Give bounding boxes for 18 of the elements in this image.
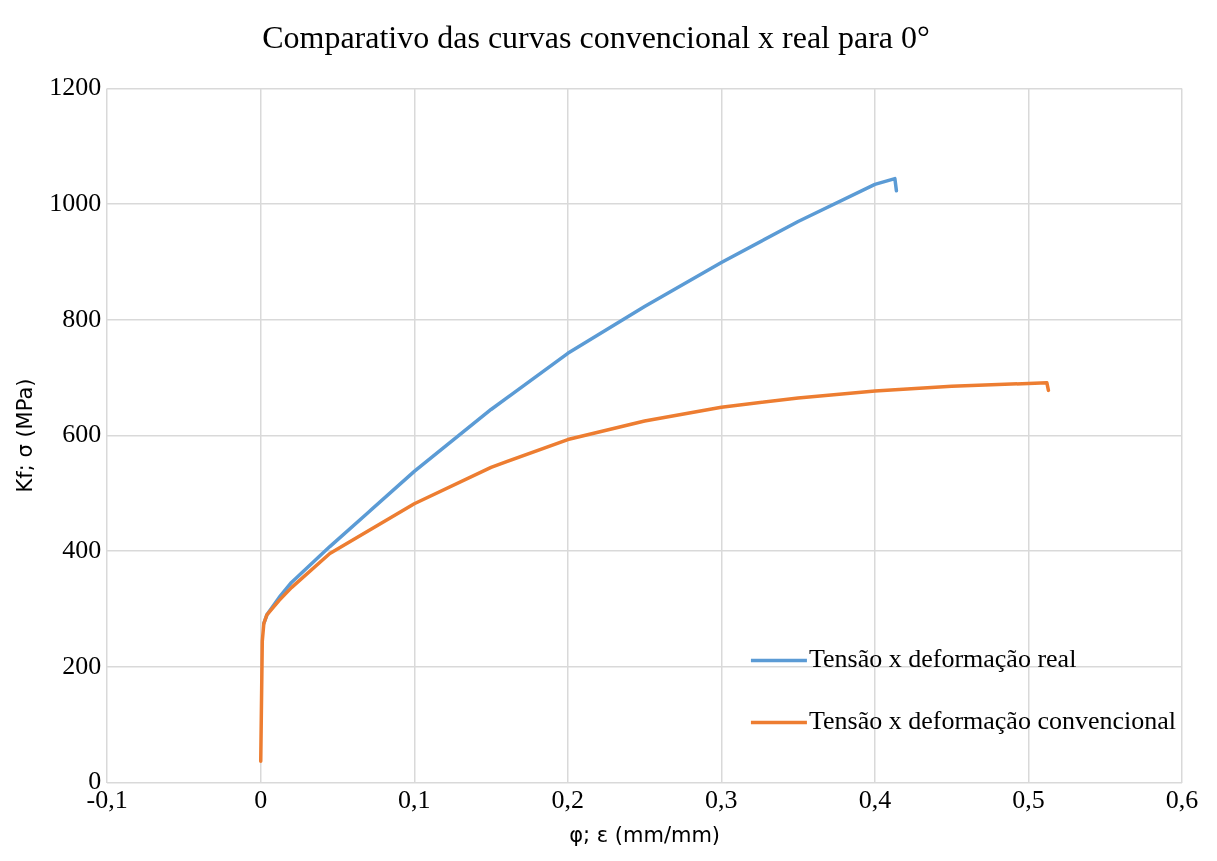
chart-title: Comparativo das curvas convencional x real para 0° [262,18,930,55]
y-tick-label: 200 [62,650,102,680]
x-tick-label: 0,4 [858,785,892,815]
legend-label: Tensão x deformação convencional [808,706,1177,736]
x-tick-label: 0,3 [705,785,738,815]
y-tick-label: 800 [62,303,102,333]
x-axis-title: φ; ε (mm/mm) [569,822,721,847]
legend-label: Tensão x deformação real [808,644,1077,674]
y-tick-label: 600 [62,419,102,449]
y-tick-label: 400 [62,535,102,565]
x-tick-label: 0,2 [551,785,585,815]
x-tick-label: 0,6 [1165,785,1199,815]
x-tick-label: 0,1 [398,785,431,815]
x-tick-label: 0 [254,785,268,815]
y-tick-label: 1000 [49,187,102,217]
y-tick-label: 1200 [49,72,102,102]
y-axis-title: Kf; σ (MPa) [13,378,38,493]
x-tick-label: 0,5 [1012,785,1045,815]
